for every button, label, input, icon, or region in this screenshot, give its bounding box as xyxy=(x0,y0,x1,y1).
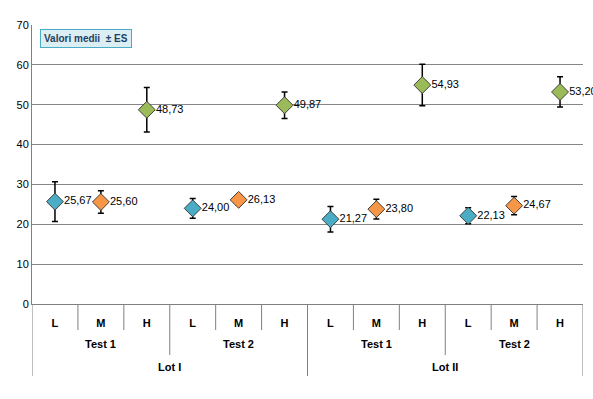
svg-text:50: 50 xyxy=(17,99,29,111)
svg-text:Test 1: Test 1 xyxy=(85,338,116,350)
svg-text:54,93: 54,93 xyxy=(431,78,459,90)
svg-text:Test 1: Test 1 xyxy=(361,338,392,350)
svg-text:49,87: 49,87 xyxy=(294,98,322,110)
svg-text:30: 30 xyxy=(17,178,29,190)
svg-text:M: M xyxy=(96,317,105,329)
svg-text:L: L xyxy=(327,317,334,329)
svg-text:H: H xyxy=(143,317,151,329)
svg-text:Lot I: Lot I xyxy=(158,361,181,373)
svg-text:M: M xyxy=(372,317,381,329)
svg-text:24,67: 24,67 xyxy=(523,198,551,210)
svg-text:L: L xyxy=(189,317,196,329)
svg-text:23,80: 23,80 xyxy=(385,202,413,214)
svg-text:L: L xyxy=(465,317,472,329)
svg-text:M: M xyxy=(234,317,243,329)
svg-text:40: 40 xyxy=(17,138,29,150)
svg-text:22,13: 22,13 xyxy=(477,209,505,221)
svg-text:Test 2: Test 2 xyxy=(223,338,254,350)
svg-text:25,60: 25,60 xyxy=(110,195,138,207)
svg-text:0: 0 xyxy=(23,298,29,310)
svg-text:Lot II: Lot II xyxy=(432,361,458,373)
svg-text:H: H xyxy=(281,317,289,329)
svg-text:H: H xyxy=(418,317,426,329)
svg-text:M: M xyxy=(510,317,519,329)
svg-text:L: L xyxy=(52,317,59,329)
svg-text:Test 2: Test 2 xyxy=(499,338,530,350)
svg-text:H: H xyxy=(556,317,564,329)
svg-text:20: 20 xyxy=(17,218,29,230)
svg-text:10: 10 xyxy=(17,258,29,270)
svg-text:21,27: 21,27 xyxy=(340,212,368,224)
svg-text:60: 60 xyxy=(17,59,29,71)
svg-text:25,67: 25,67 xyxy=(64,194,92,206)
svg-text:Valori medii ± ES: Valori medii ± ES xyxy=(44,33,128,44)
svg-text:70: 70 xyxy=(17,19,29,31)
svg-text:24,00: 24,00 xyxy=(202,201,230,213)
svg-text:26,13: 26,13 xyxy=(248,193,276,205)
svg-text:48,73: 48,73 xyxy=(156,103,184,115)
svg-text:53,20: 53,20 xyxy=(569,85,593,97)
